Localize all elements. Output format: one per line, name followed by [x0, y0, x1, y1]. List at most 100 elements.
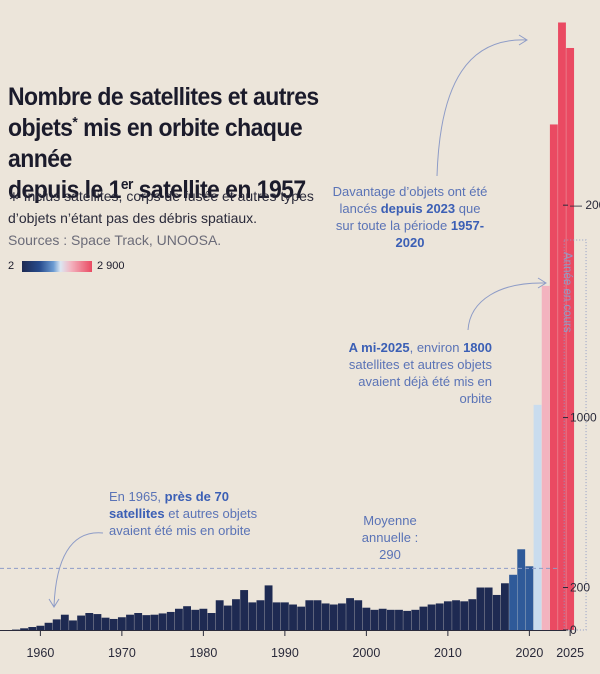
- bar-1981: [207, 613, 216, 630]
- bar-1988: [264, 585, 273, 630]
- bar-1965: [77, 615, 86, 630]
- bar-1993: [305, 600, 314, 630]
- bar-2002: [378, 608, 387, 630]
- bar-1999: [354, 600, 363, 630]
- bar-1971: [126, 614, 134, 630]
- bar-1997: [338, 603, 346, 630]
- bar-2006: [411, 609, 420, 630]
- bar-2023: [549, 124, 558, 630]
- y-tick-label-200: 200: [570, 581, 590, 595]
- annotation-since-2023: Davantage d’objets ont été lancés depuis…: [332, 184, 488, 250]
- bar-2000: [362, 607, 371, 630]
- bar-1992: [297, 606, 306, 630]
- y-tick-label-0: 0: [570, 623, 577, 637]
- bar-2010: [443, 601, 452, 630]
- bar-1976: [166, 611, 175, 630]
- bar-2021: [533, 404, 542, 630]
- x-tick-label-2010: 2010: [434, 646, 462, 660]
- current-year-label: Année en cours: [561, 252, 573, 333]
- bar-1979: [191, 609, 200, 630]
- x-tick-label-1990: 1990: [271, 646, 299, 660]
- bar-1973: [142, 615, 151, 630]
- bar-2003: [386, 609, 395, 630]
- annotation-mid-2025: A mi-2025, environ 1800 satellites et au…: [348, 340, 492, 406]
- bar-2007: [419, 606, 428, 630]
- y-tick-label-1000: 1000: [570, 411, 597, 425]
- bar-2016: [492, 594, 501, 630]
- arrow-mid-2025: [467, 282, 546, 331]
- bar-1985: [240, 590, 249, 630]
- bar-2020: [525, 566, 534, 630]
- x-tick-label-1960: 1960: [26, 646, 54, 660]
- bar-1987: [256, 600, 265, 630]
- bar-1978: [183, 606, 191, 630]
- bar-1980: [199, 608, 208, 630]
- legend-max-label: 2 900: [97, 260, 125, 272]
- bar-1970: [117, 617, 126, 630]
- bar-1967: [93, 614, 102, 630]
- chart-title: Nombre de satellites et autres objets* m…: [8, 83, 319, 204]
- bar-1974: [150, 614, 159, 630]
- bar-2005: [403, 610, 412, 630]
- sources: Sources : Space Track, UNOOSA.: [8, 232, 222, 248]
- bar-1990: [280, 602, 289, 630]
- bar-2004: [395, 609, 403, 630]
- legend-color-scale: [22, 261, 92, 272]
- bar-2015: [484, 587, 493, 630]
- bar-1960: [36, 625, 45, 630]
- bar-2022: [541, 285, 550, 630]
- x-tick-label-2020: 2020: [515, 646, 543, 660]
- x-tick-label-1980: 1980: [189, 646, 217, 660]
- bar-1995: [321, 603, 330, 630]
- bar-1958: [20, 628, 28, 630]
- bar-2017: [501, 583, 509, 630]
- arrowhead-since-2023: [518, 34, 528, 46]
- legend-min-label: 2: [8, 260, 15, 272]
- arrow-1965: [53, 532, 104, 607]
- bar-1975: [158, 613, 167, 630]
- bar-1989: [272, 602, 281, 630]
- bar-2001: [370, 609, 379, 630]
- average-label: Moyenne annuelle : 290: [361, 513, 419, 562]
- footnote: ∗ Inclus satellites, corps de fusée et a…: [8, 188, 314, 226]
- bar-2009: [435, 603, 444, 630]
- bar-1998: [346, 598, 354, 630]
- title-superscript: er: [120, 176, 133, 193]
- bar-2019: [517, 549, 526, 630]
- annotation-1965: En 1965, près de 70 satellites et autres…: [109, 489, 258, 538]
- bar-2025: [566, 47, 575, 630]
- bar-1963: [60, 614, 69, 630]
- bar-1991: [289, 604, 297, 630]
- bar-1986: [248, 602, 257, 630]
- bar-1962: [52, 619, 61, 630]
- bar-1968: [101, 617, 110, 630]
- bar-1983: [223, 605, 232, 630]
- bar-1966: [85, 613, 94, 630]
- arrowhead-1965: [48, 598, 60, 608]
- x-tick-label-1970: 1970: [108, 646, 136, 660]
- bar-1972: [134, 613, 143, 630]
- bar-1982: [215, 600, 224, 630]
- bar-1964: [69, 620, 77, 630]
- bar-2024: [558, 22, 566, 630]
- bar-1961: [44, 622, 53, 630]
- bar-2018: [509, 574, 517, 630]
- bar-2013: [468, 599, 477, 630]
- bar-2014: [476, 587, 485, 630]
- bar-1996: [329, 604, 338, 630]
- bar-1994: [313, 600, 322, 630]
- bar-1977: [175, 608, 183, 630]
- bar-1959: [28, 627, 37, 630]
- arrow-since-2023: [436, 39, 527, 177]
- bar-2008: [427, 604, 436, 630]
- bar-1984: [232, 599, 240, 630]
- title-asterisk: *: [72, 114, 78, 131]
- x-tick-label-2000: 2000: [352, 646, 380, 660]
- bar-2011: [452, 600, 460, 630]
- bar-1969: [109, 618, 118, 630]
- x-tick-label-2025: 2025: [556, 646, 584, 660]
- y-tick-label-2000: — 2000: [570, 198, 600, 212]
- bar-2012: [460, 601, 469, 630]
- arrowhead-mid-2025: [537, 277, 547, 289]
